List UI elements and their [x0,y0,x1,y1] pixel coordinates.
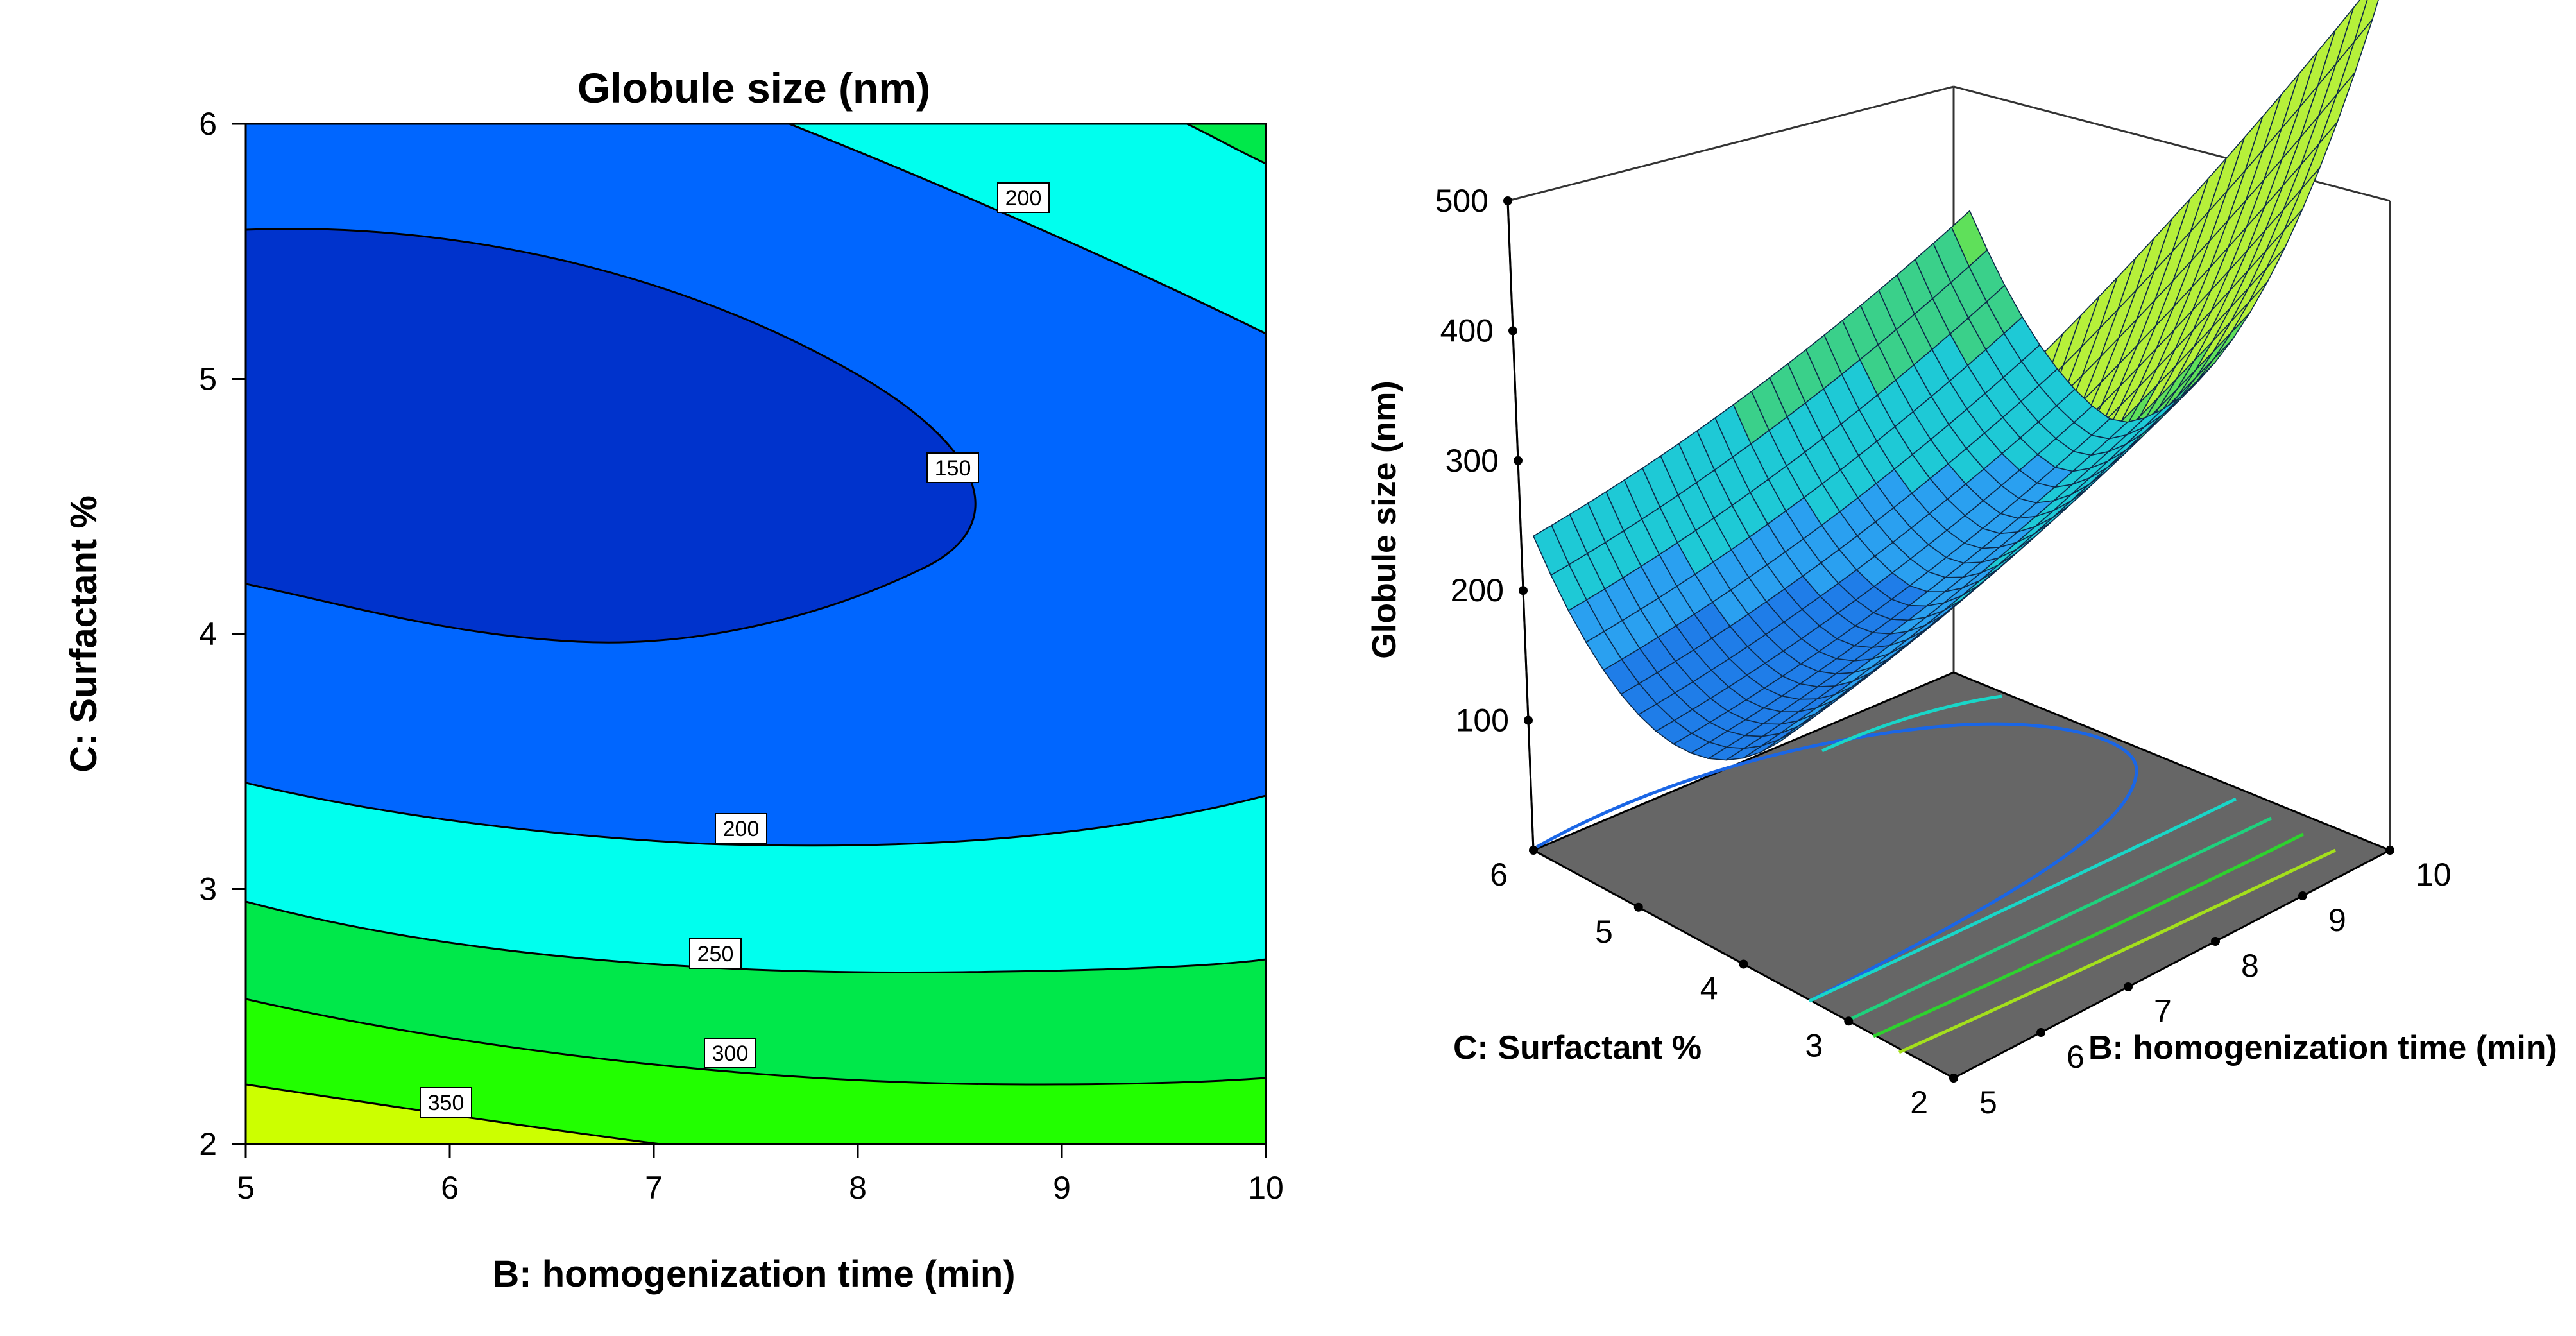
surface-b-tick-label: 9 [2328,902,2346,938]
contour-y-axis-title: C: Surfactant % [63,495,105,773]
contour-label-350: 350 [420,1087,472,1118]
surface-b-tick-label: 8 [2241,948,2259,984]
surface-b-tick [2124,982,2133,991]
floor-contour-200-b [1808,797,2237,1003]
surface-mesh-cell [1950,210,1988,268]
contour-title: Globule size (nm) [577,64,930,112]
contour-x-tick-label: 9 [1053,1170,1071,1206]
surface-b-ticks: 5 6 7 8 9 10 [1949,846,2452,1120]
surface-b-tick-label: 10 [2416,857,2452,893]
contour-label-200-upper-text: 200 [1005,186,1042,210]
contour-label-200-lower-text: 200 [723,817,760,841]
surface-plot: 100 200 300 400 500 2 3 4 5 6 5 6 7 8 9 10 Globule si… [1366,0,2557,1120]
surface-c-tick [1529,846,1538,855]
surface-b-axis-title: B: homogenization time (min) [2088,1029,2557,1066]
contour-band-above-350 [246,1083,661,1144]
floor-contour-250 [1847,816,2273,1022]
surface-z-axis [1506,200,1535,851]
surface-z-tick-label: 500 [1435,183,1488,219]
surface-z-tick-label: 300 [1446,443,1499,479]
contour-label-200-upper: 200 [997,182,1050,213]
contour-y-tick-label: 5 [199,361,217,397]
floor-contour-200-a [1821,694,2002,753]
contour-x-tick-label: 5 [237,1170,255,1206]
surface-b-tick-label: 5 [1979,1084,1997,1120]
contour-label-300: 300 [704,1038,756,1068]
surface-z-tick [1519,586,1528,595]
contour-plot-area [246,124,1266,1144]
surface-z-tick-label: 200 [1451,572,1504,608]
surface-b-tick-label: 7 [2154,993,2172,1029]
surface-c-tick-label: 4 [1700,971,1718,1007]
contour-y-tick-label: 4 [199,616,217,652]
contour-x-ticks: 5 6 7 8 9 10 [237,1144,1284,1206]
contour-x-tick-label: 6 [441,1170,459,1206]
contour-x-tick-label: 8 [849,1170,867,1206]
contour-x-tick-label: 10 [1248,1170,1284,1206]
surface-b-tick [2298,891,2307,900]
contour-label-300-text: 300 [712,1041,749,1066]
floor-contours [1535,694,2337,1054]
surface-c-ticks: 2 3 4 5 6 [1490,846,1958,1120]
surface-b-tick [2211,937,2220,946]
surface-c-tick [1739,959,1748,969]
surface-z-tick [1524,715,1533,725]
contour-y-tick-label: 2 [199,1126,217,1162]
surface-b-tick [1949,1074,1958,1083]
surface-b-tick [2385,846,2394,855]
floor-contour-350 [1898,848,2337,1054]
contour-plot: 150 200 200 250 300 350 5 6 7 8 9 10 2 3 4 5 6 Gl… [63,64,1284,1295]
surface-c-tick-label: 3 [1805,1027,1823,1063]
floor-contour-150 [1535,722,2138,1003]
contour-y-tick-label: 3 [199,871,217,907]
surface-z-tick-label: 100 [1456,703,1509,739]
contour-label-200-lower: 200 [715,813,767,844]
surface-c-tick-label: 2 [1910,1084,1928,1120]
surface-c-tick-label: 6 [1490,857,1508,893]
contour-y-ticks: 2 3 4 5 6 [199,106,246,1162]
contour-y-tick-label: 6 [199,106,217,142]
contour-label-150-text: 150 [935,456,971,481]
floor-contour-300 [1872,832,2305,1038]
contour-band-300-350 [246,998,1266,1144]
contour-label-250: 250 [689,938,742,969]
surface-z-tick [1503,196,1512,205]
contour-label-350-text: 350 [428,1091,465,1115]
surface-z-tick [1508,326,1517,336]
surface-z-tick-label: 400 [1440,313,1494,348]
contour-label-250-text: 250 [697,942,734,966]
surface-c-tick-label: 5 [1595,914,1613,950]
surface-c-tick [1633,902,1643,912]
surface-z-tick [1514,456,1523,465]
surface-mesh [1532,0,2379,761]
contour-x-axis-title: B: homogenization time (min) [492,1253,1015,1295]
surface-z-ticks: 100 200 300 400 500 [1435,183,1533,739]
surface-c-axis-title: C: Surfactant % [1453,1029,1702,1066]
surface-b-tick [2036,1028,2045,1037]
surface-b-tick-label: 6 [2067,1039,2085,1075]
contour-band-below-150 [246,228,977,644]
contour-label-150: 150 [926,452,979,483]
surface-z-axis-title: Globule size (nm) [1366,381,1403,658]
contour-x-tick-label: 7 [645,1170,663,1206]
surface-c-tick [1844,1016,1854,1026]
